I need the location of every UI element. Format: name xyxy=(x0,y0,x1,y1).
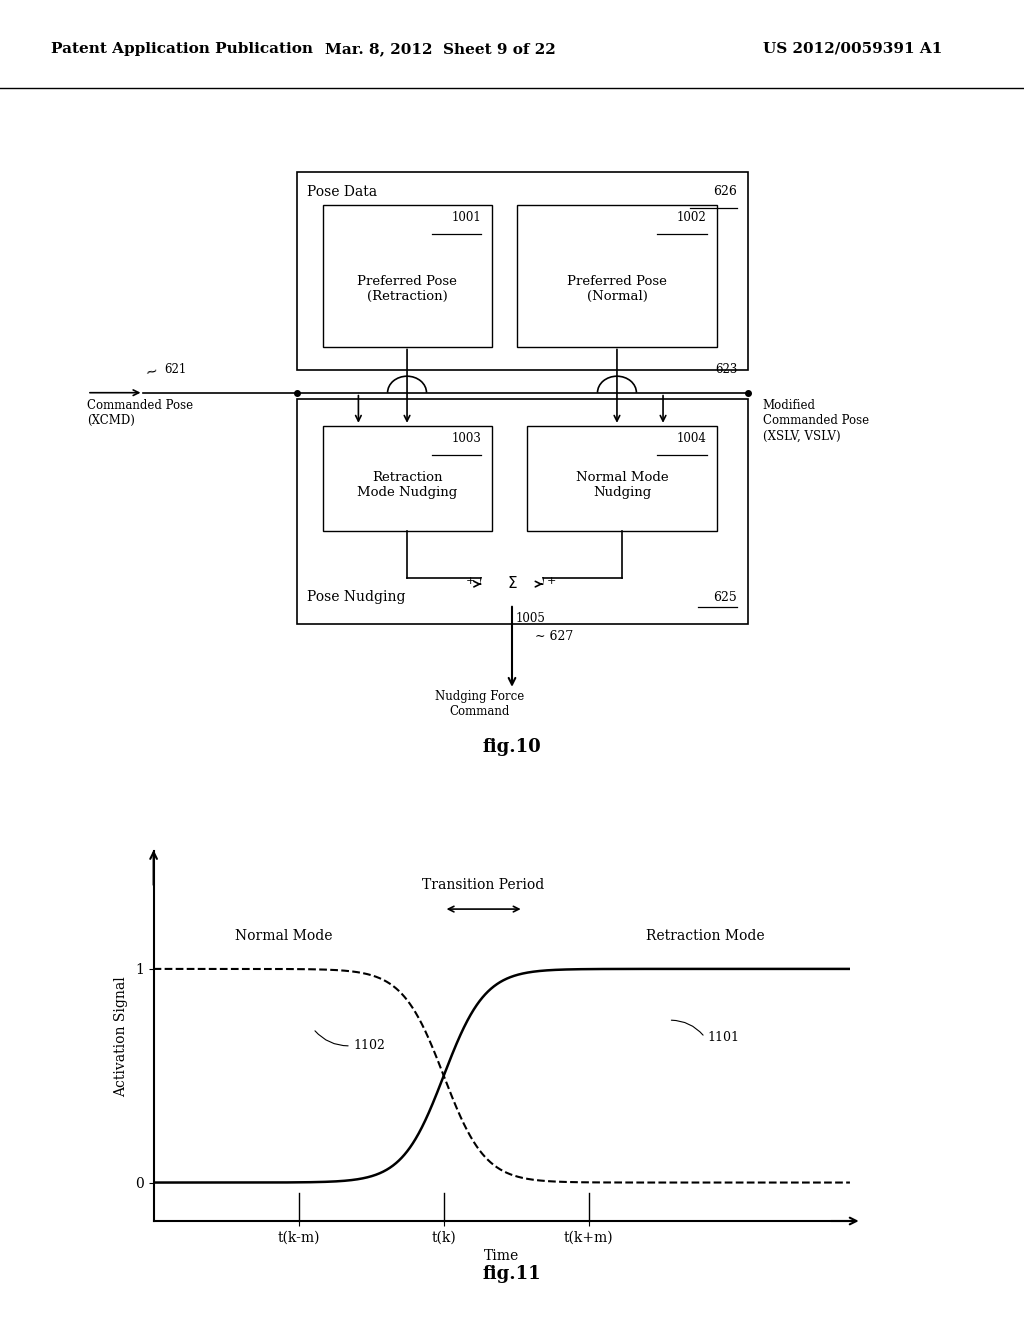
Text: Preferred Pose
(Normal): Preferred Pose (Normal) xyxy=(567,275,667,302)
Bar xyxy=(517,205,717,347)
Bar xyxy=(323,205,492,347)
Text: Modified
Commanded Pose
(XSLV, VSLV): Modified Commanded Pose (XSLV, VSLV) xyxy=(763,400,869,442)
Text: 1101: 1101 xyxy=(708,1031,739,1044)
Text: Preferred Pose
(Retraction): Preferred Pose (Retraction) xyxy=(357,275,457,302)
Text: 625: 625 xyxy=(714,591,737,605)
Text: 1001: 1001 xyxy=(452,211,481,224)
Bar xyxy=(297,172,748,370)
Bar xyxy=(323,425,492,532)
Y-axis label: Activation Signal: Activation Signal xyxy=(114,975,128,1097)
Text: 621: 621 xyxy=(164,363,186,376)
Text: Mar. 8, 2012  Sheet 9 of 22: Mar. 8, 2012 Sheet 9 of 22 xyxy=(325,42,556,55)
Text: 1002: 1002 xyxy=(677,211,707,224)
Bar xyxy=(527,425,717,532)
Text: +: + xyxy=(547,577,556,586)
Text: Nudging Force
Command: Nudging Force Command xyxy=(435,689,524,718)
Text: fig.10: fig.10 xyxy=(482,738,542,755)
Text: ∼: ∼ xyxy=(143,364,160,381)
Text: Commanded Pose
(XCMD): Commanded Pose (XCMD) xyxy=(87,400,194,428)
Text: 1003: 1003 xyxy=(452,433,481,445)
Text: +: + xyxy=(466,577,475,586)
Bar xyxy=(297,400,748,624)
Text: Retraction Mode: Retraction Mode xyxy=(645,929,764,944)
Text: Normal Mode
Nudging: Normal Mode Nudging xyxy=(575,471,669,499)
Text: 1102: 1102 xyxy=(354,1039,386,1052)
Text: $\Sigma$: $\Sigma$ xyxy=(507,574,517,591)
Text: 1005: 1005 xyxy=(516,612,546,624)
Text: fig.11: fig.11 xyxy=(482,1265,542,1283)
Text: US 2012/0059391 A1: US 2012/0059391 A1 xyxy=(763,42,942,55)
Text: 1004: 1004 xyxy=(677,433,707,445)
Text: Transition Period: Transition Period xyxy=(422,878,544,892)
Text: Pose Nudging: Pose Nudging xyxy=(307,590,406,605)
Text: Pose Data: Pose Data xyxy=(307,185,377,199)
Text: ∼ 627: ∼ 627 xyxy=(535,631,572,643)
Text: 626: 626 xyxy=(714,185,737,198)
Text: 623: 623 xyxy=(715,363,737,376)
Text: Normal Mode: Normal Mode xyxy=(236,929,333,944)
Text: Retraction
Mode Nudging: Retraction Mode Nudging xyxy=(357,471,457,499)
X-axis label: Time: Time xyxy=(484,1249,519,1263)
Text: Patent Application Publication: Patent Application Publication xyxy=(51,42,313,55)
Circle shape xyxy=(481,565,543,605)
